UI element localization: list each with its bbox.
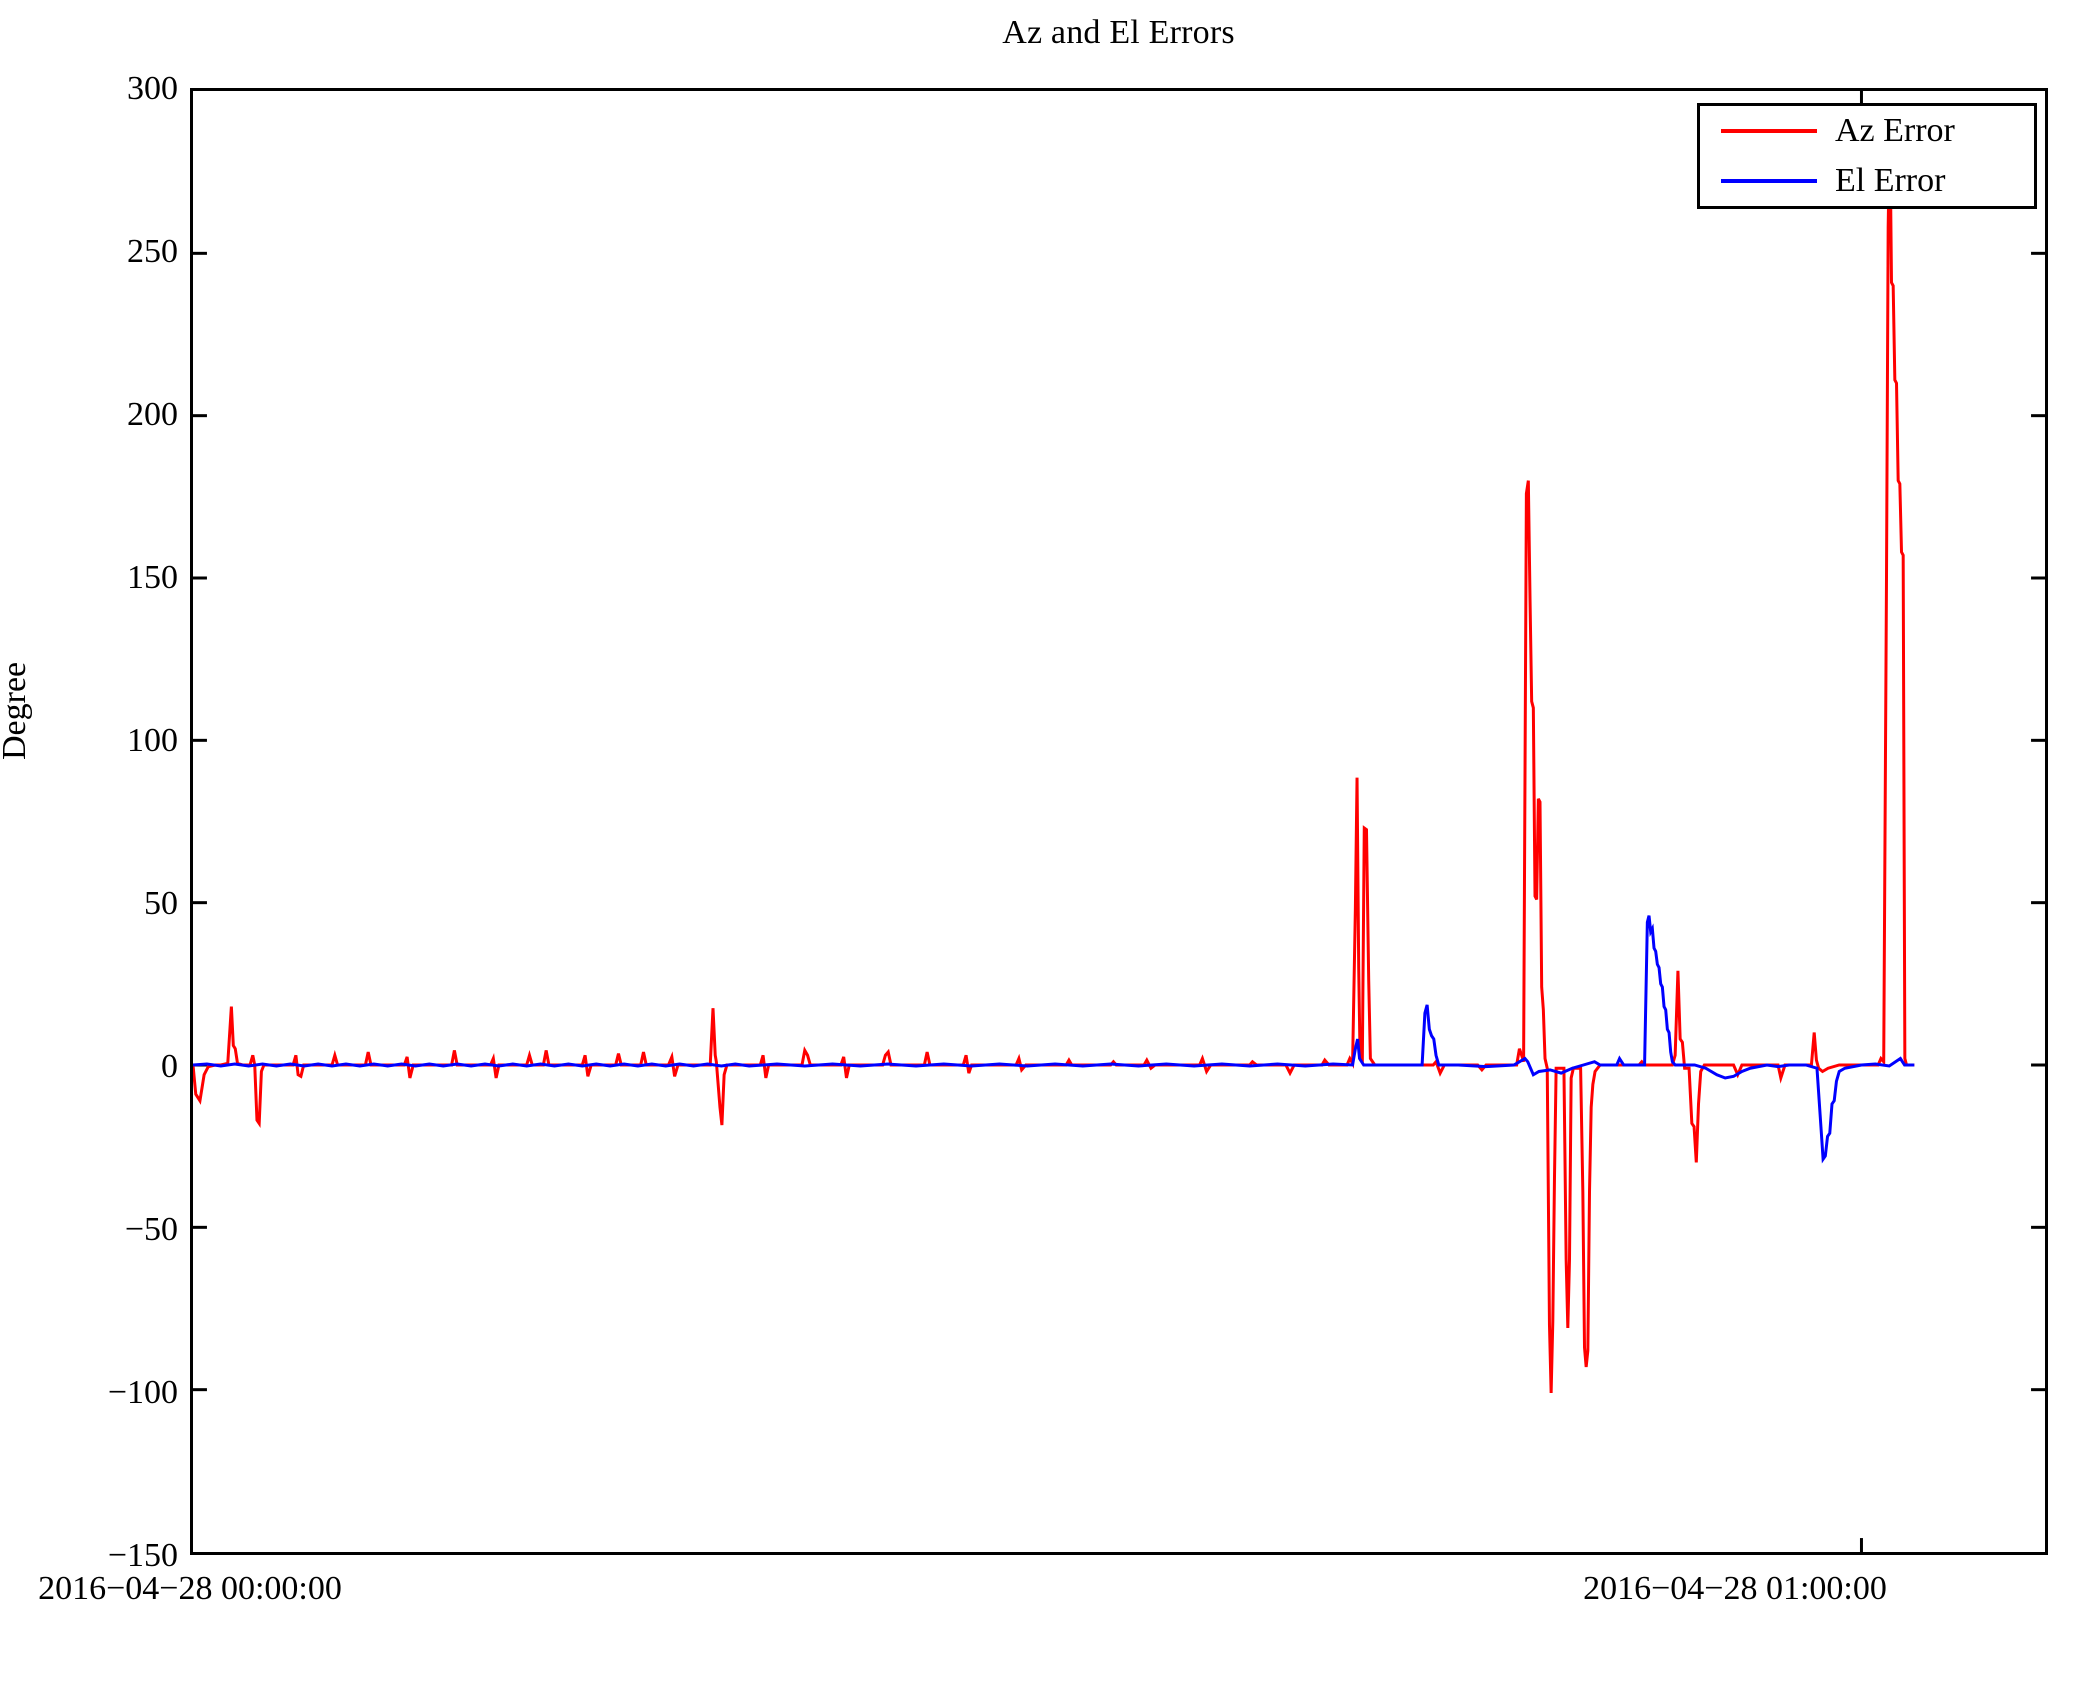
- y-tick-label-100: 100: [127, 722, 178, 759]
- y-tick-label-minus150: −150: [107, 1537, 178, 1574]
- y-tick-label-50: 50: [144, 885, 178, 922]
- legend-box: Az Error El Error: [1697, 103, 2037, 209]
- y-tick-label-250: 250: [127, 233, 178, 270]
- legend-label-el: El Error: [1835, 162, 1946, 199]
- plot-axes: [190, 88, 2048, 1555]
- y-tick-label-200: 200: [127, 396, 178, 433]
- chart-title: Az and El Errors: [0, 14, 2075, 52]
- x-tick-label-end: 2016−04−28 01:00:00: [1583, 1570, 1887, 1607]
- y-tick-label-150: 150: [127, 559, 178, 596]
- legend-entry-el: El Error: [1700, 156, 2034, 206]
- legend-line-az-icon: [1721, 129, 1817, 133]
- plot-canvas: [193, 91, 2045, 1552]
- x-tick-label-start: 2016−04−28 00:00:00: [38, 1570, 342, 1607]
- y-tick-label-minus100: −100: [107, 1374, 178, 1411]
- y-tick-label-minus50: −50: [124, 1211, 178, 1248]
- series-line-az-error: [193, 120, 1915, 1393]
- legend-entry-az: Az Error: [1700, 106, 2034, 156]
- data-series-group: [193, 120, 1915, 1393]
- series-line-el-error: [193, 915, 1915, 1164]
- legend-line-el-icon: [1721, 179, 1817, 183]
- legend-label-az: Az Error: [1835, 112, 1955, 149]
- y-tick-label-0: 0: [161, 1048, 178, 1085]
- y-tick-label-300: 300: [127, 70, 178, 107]
- chart-title-text: Az and El Errors: [1002, 14, 1235, 51]
- axis-ticks: [193, 91, 2045, 1552]
